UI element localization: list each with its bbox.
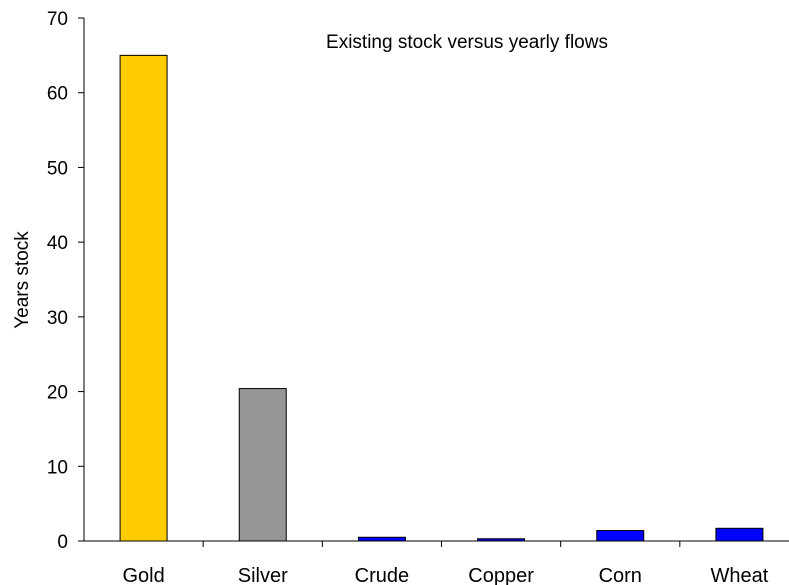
y-tick-label: 20 bbox=[47, 383, 68, 404]
x-tick-label-gold: Gold bbox=[122, 565, 164, 585]
bars-group bbox=[119, 54, 764, 542]
x-ticks-group: Gold Silver Crude Copper Corn Wheat bbox=[122, 541, 769, 585]
y-tick-label: 50 bbox=[47, 158, 68, 179]
y-tick-label: 70 bbox=[47, 9, 68, 30]
y-tick-label: 10 bbox=[47, 457, 68, 478]
bar-crude bbox=[357, 536, 406, 542]
x-tick-label-crude: Crude bbox=[355, 565, 409, 585]
bar-silver bbox=[238, 388, 287, 542]
y-tick-label: 60 bbox=[47, 84, 68, 105]
y-tick-label: 40 bbox=[47, 233, 68, 254]
x-tick-label-corn: Corn bbox=[599, 565, 642, 585]
bar-corn bbox=[596, 530, 645, 542]
bar-wheat bbox=[715, 527, 764, 542]
y-tick-label: 0 bbox=[57, 532, 68, 553]
bar-gold bbox=[119, 54, 168, 542]
y-ticks-group: 0 10 20 30 40 50 60 70 bbox=[47, 9, 84, 553]
chart-title: Existing stock versus yearly flows bbox=[326, 32, 608, 53]
x-tick-label-copper: Copper bbox=[468, 565, 534, 585]
y-axis-label: Years stock bbox=[12, 231, 33, 329]
y-tick-label: 30 bbox=[47, 308, 68, 329]
x-tick-label-silver: Silver bbox=[238, 565, 288, 585]
x-tick-label-wheat: Wheat bbox=[711, 565, 769, 585]
